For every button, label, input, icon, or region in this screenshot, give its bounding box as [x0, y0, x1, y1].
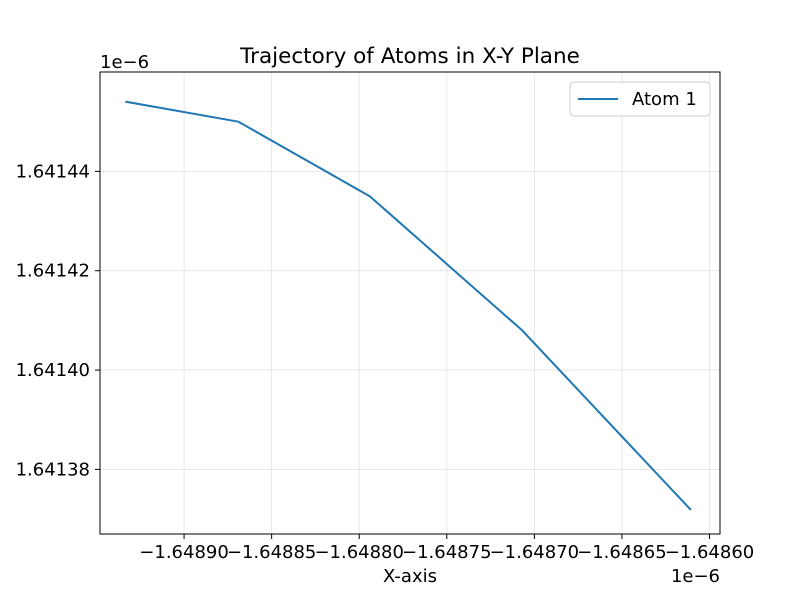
grid — [100, 72, 720, 534]
x-axis-ticks: −1.64890−1.64885−1.64880−1.64875−1.64870… — [139, 534, 754, 563]
series-line-atom-1 — [125, 100, 692, 511]
x-tick-label: −1.64865 — [577, 542, 667, 563]
series-layer — [125, 100, 692, 511]
x-tick-label: −1.64860 — [665, 542, 755, 563]
legend-label: Atom 1 — [632, 89, 697, 110]
x-tick-label: −1.64890 — [139, 542, 229, 563]
y-axis-ticks: 1.64138 1.64140 1.64142 1.64144 — [16, 161, 100, 480]
legend: Atom 1 — [569, 81, 711, 117]
y-tick-label: 1.64140 — [16, 360, 90, 381]
chart-title: Trajectory of Atoms in X-Y Plane — [239, 44, 580, 69]
plot-frame — [99, 71, 721, 535]
y-tick-label: 1.64142 — [16, 261, 90, 282]
x-tick-label: −1.64870 — [490, 542, 580, 563]
y-tick-label: 1.64144 — [16, 161, 90, 182]
x-tick-label: −1.64875 — [402, 542, 492, 563]
legend-box — [569, 81, 711, 117]
x-tick-label: −1.64880 — [314, 542, 404, 563]
x-offset-label: 1e−6 — [671, 566, 720, 587]
x-axis-label: X-axis — [383, 566, 437, 587]
x-tick-label: −1.64885 — [227, 542, 317, 563]
y-tick-label: 1.64138 — [16, 459, 90, 480]
y-offset-label: 1e−6 — [100, 52, 149, 73]
